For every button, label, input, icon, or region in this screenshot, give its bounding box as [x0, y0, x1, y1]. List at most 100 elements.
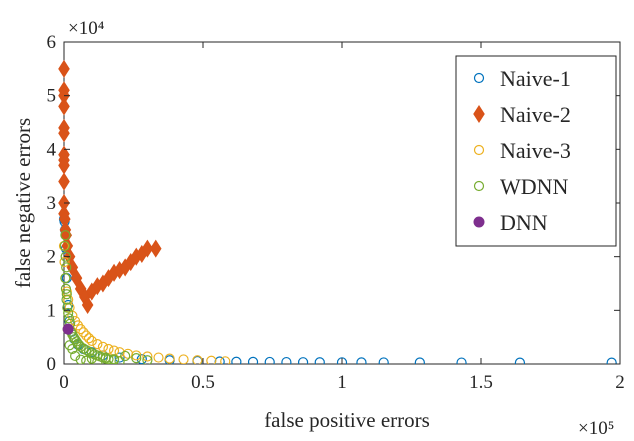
data-point [108, 354, 120, 364]
data-point [75, 354, 86, 364]
data-point [70, 269, 83, 288]
data-point [78, 343, 89, 354]
legend-label: Naive-3 [500, 138, 571, 163]
legend-item: WDNN [473, 174, 569, 199]
data-point [58, 172, 70, 191]
data-point [61, 289, 72, 300]
legend-item: DNN [473, 210, 548, 235]
data-point [81, 344, 92, 356]
y-tick-label: 6 [47, 32, 57, 53]
data-point [456, 357, 467, 364]
data-point [63, 313, 75, 324]
legend: Naive-1 Naive-2 Naive-3 WDNN DNN [455, 55, 617, 247]
data-point [78, 327, 89, 338]
data-point [60, 251, 71, 262]
data-point [142, 355, 153, 364]
data-point [214, 356, 225, 364]
data-point [149, 239, 162, 258]
data-point [103, 354, 114, 364]
data-point [142, 351, 153, 362]
data-point [67, 343, 78, 355]
y-tick-label: 1 [47, 300, 57, 321]
data-point [220, 356, 231, 364]
data-point [114, 352, 125, 363]
data-point [83, 333, 95, 344]
data-point [61, 294, 72, 305]
data-point [58, 97, 70, 116]
x-axis-multiplier: ×10⁵ [578, 418, 614, 439]
data-point [62, 323, 74, 335]
y-tick-label: 2 [47, 247, 57, 268]
series-dnn [62, 323, 74, 335]
y-tick-label: 4 [47, 139, 57, 160]
data-point [297, 357, 309, 364]
y-axis-multiplier: ×10⁴ [68, 18, 105, 39]
legend-label: WDNN [500, 174, 569, 199]
data-point [60, 283, 72, 294]
data-point [141, 239, 154, 258]
data-point [131, 352, 142, 364]
data-point [83, 346, 95, 357]
y-tick-label: 5 [47, 86, 57, 107]
data-point [62, 302, 73, 313]
data-point [61, 262, 72, 273]
data-point [75, 324, 86, 335]
data-point [86, 335, 97, 347]
data-point [59, 256, 70, 268]
legend-item: Naive-3 [473, 138, 571, 163]
legend-label: Naive-2 [500, 102, 571, 127]
x-axis-label: false positive errors [264, 408, 430, 432]
data-point [114, 356, 125, 364]
data-point [58, 124, 70, 143]
data-point [58, 59, 70, 78]
data-point [81, 295, 94, 315]
legend-item: Naive-1 [473, 66, 571, 91]
data-point [606, 357, 617, 364]
legend-marker [473, 144, 485, 156]
data-point [192, 355, 203, 364]
legend-item: Naive-2 [473, 102, 571, 127]
data-point [164, 353, 175, 364]
data-point [231, 356, 242, 364]
legend-marker [473, 104, 485, 124]
data-point [97, 341, 109, 352]
data-point [356, 357, 367, 364]
data-point [136, 354, 147, 364]
data-point [206, 355, 217, 364]
data-point [336, 357, 348, 364]
x-tick-label: 1.5 [469, 372, 493, 393]
data-point [63, 307, 74, 319]
legend-marker [473, 72, 485, 84]
data-point [81, 330, 92, 341]
data-point [264, 356, 275, 364]
data-point [247, 356, 259, 364]
x-tick-label: 1 [337, 372, 347, 393]
axis-ticks: 0 0.5 1 1.5 2 0 1 2 3 4 5 6 [47, 32, 625, 393]
data-point [514, 357, 526, 364]
x-tick-label: 0 [59, 372, 69, 393]
data-point [281, 356, 292, 364]
data-point [378, 357, 389, 364]
data-point [60, 273, 71, 284]
legend-box [455, 55, 617, 247]
series-wdnn [59, 230, 153, 364]
y-axis-label: false negative errors [11, 118, 35, 288]
data-point [131, 350, 142, 361]
data-point [59, 240, 70, 252]
data-point [70, 350, 81, 362]
legend-marker [473, 180, 485, 192]
legend-label: Naive-1 [500, 66, 571, 91]
data-point [314, 357, 325, 364]
data-point [153, 352, 164, 363]
data-point [178, 354, 189, 364]
legend-marker [473, 216, 485, 228]
x-tick-label: 0.5 [191, 372, 215, 393]
data-point [92, 356, 103, 364]
legend-label: DNN [500, 210, 548, 235]
data-point [92, 339, 103, 350]
x-tick-label: 2 [615, 372, 625, 393]
y-tick-label: 3 [47, 193, 57, 214]
y-tick-label: 0 [47, 354, 57, 375]
data-point [120, 350, 131, 362]
data-point [414, 357, 425, 364]
